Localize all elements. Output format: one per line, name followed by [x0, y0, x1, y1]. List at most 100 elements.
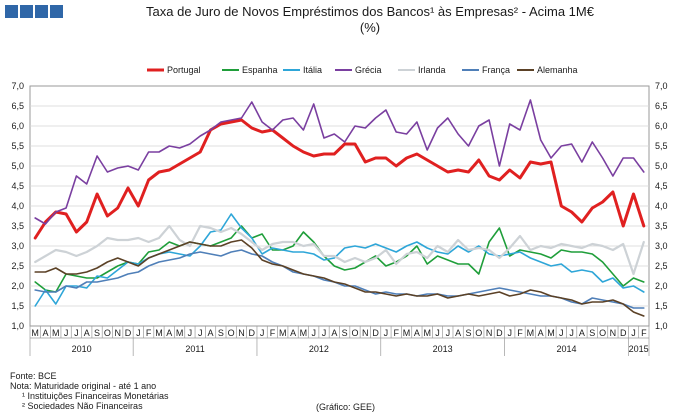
chart-subtitle: (%): [359, 20, 381, 35]
x-month-label: O: [228, 328, 235, 338]
y-tick-label-right: 2,5: [655, 261, 668, 271]
x-year-label: 2012: [309, 344, 329, 354]
series-line-itália: [34, 213, 645, 307]
x-month-label: S: [342, 328, 348, 338]
x-month-label: J: [322, 328, 327, 338]
chart-title-block: Taxa de Juro de Novos Empréstimos dos Ba…: [70, 4, 670, 36]
y-tick-label-right: 2,0: [655, 281, 668, 291]
legend-label-itália: Itália: [303, 65, 322, 75]
y-tick-label-right: 1,5: [655, 301, 668, 311]
logo-block-1: [5, 5, 18, 18]
x-month-label: O: [599, 328, 606, 338]
y-tick-label-right: 5,5: [655, 141, 668, 151]
x-month-label: S: [218, 328, 224, 338]
x-month-label: N: [362, 328, 369, 338]
series-line-alemanha: [34, 239, 645, 317]
legend-label-alemanha: Alemanha: [537, 65, 578, 75]
legend-label-portugal: Portugal: [167, 65, 201, 75]
source-note: Fonte: BCE: [10, 371, 57, 381]
x-month-label: D: [496, 328, 503, 338]
x-month-label: F: [146, 328, 152, 338]
x-month-label: M: [155, 328, 163, 338]
y-tick-label-right: 4,5: [655, 181, 668, 191]
y-tick-label-right: 5,0: [655, 161, 668, 171]
y-tick-label-right: 3,0: [655, 241, 668, 251]
x-month-label: J: [507, 328, 512, 338]
y-tick-label-left: 5,0: [11, 161, 24, 171]
y-tick-label-right: 1,0: [655, 321, 668, 331]
legend-label-frança: França: [482, 65, 510, 75]
chart-credit: (Gráfico: GEE): [316, 402, 376, 412]
series-line-portugal: [33, 118, 646, 240]
x-month-label: A: [166, 328, 172, 338]
x-month-label: M: [176, 328, 184, 338]
x-month-label: J: [631, 328, 636, 338]
legend-label-espanha: Espanha: [242, 65, 278, 75]
y-tick-label-left: 2,5: [11, 261, 24, 271]
x-month-label: M: [300, 328, 308, 338]
y-tick-label-right: 4,0: [655, 201, 668, 211]
x-month-label: O: [475, 328, 482, 338]
x-month-label: J: [198, 328, 203, 338]
y-tick-label-left: 2,0: [11, 281, 24, 291]
x-month-label: O: [104, 328, 111, 338]
x-month-label: A: [579, 328, 585, 338]
x-month-label: A: [208, 328, 214, 338]
x-month-label: F: [393, 328, 399, 338]
x-month-label: S: [589, 328, 595, 338]
x-month-label: J: [74, 328, 79, 338]
footnotes: Fonte: BCE Nota: Maturidade original - a…: [10, 371, 169, 411]
x-month-label: A: [455, 328, 461, 338]
footnote-2: ² Sociedades Não Financeiras: [22, 401, 143, 411]
legend-label-grécia: Grécia: [355, 65, 382, 75]
y-tick-label-left: 1,5: [11, 301, 24, 311]
y-tick-label-right: 6,5: [655, 101, 668, 111]
x-month-label: M: [52, 328, 60, 338]
x-month-label: O: [351, 328, 358, 338]
x-month-label: M: [423, 328, 431, 338]
chart-title: Taxa de Juro de Novos Empréstimos dos Ba…: [146, 4, 594, 19]
y-tick-label-right: 6,0: [655, 121, 668, 131]
x-month-label: J: [435, 328, 440, 338]
x-month-label: M: [403, 328, 411, 338]
x-month-label: A: [331, 328, 337, 338]
x-month-label: S: [94, 328, 100, 338]
y-tick-label-left: 6,5: [11, 101, 24, 111]
y-tick-label-right: 3,5: [655, 221, 668, 231]
y-tick-label-left: 5,5: [11, 141, 24, 151]
x-month-label: N: [486, 328, 493, 338]
x-month-label: J: [311, 328, 316, 338]
series-line-grécia: [34, 99, 645, 225]
series-line-frança: [34, 249, 645, 309]
x-month-label: D: [125, 328, 132, 338]
logo-block-4: [50, 5, 63, 18]
y-tick-label-left: 4,5: [11, 181, 24, 191]
maturity-note: Nota: Maturidade original - até 1 ano: [10, 381, 157, 391]
x-month-label: M: [279, 328, 287, 338]
x-month-label: M: [31, 328, 39, 338]
y-tick-label-left: 3,5: [11, 221, 24, 231]
x-month-label: A: [290, 328, 296, 338]
x-month-label: S: [465, 328, 471, 338]
x-month-label: N: [238, 328, 245, 338]
logo-block-2: [20, 5, 33, 18]
x-month-label: A: [538, 328, 544, 338]
x-month-label: J: [559, 328, 564, 338]
x-month-label: J: [569, 328, 574, 338]
x-year-label: 2011: [185, 344, 204, 354]
x-month-label: F: [517, 328, 523, 338]
x-month-label: J: [260, 328, 265, 338]
x-month-label: F: [641, 328, 647, 338]
x-month-label: D: [372, 328, 379, 338]
logo: [5, 5, 63, 18]
y-tick-label-left: 7,0: [11, 81, 24, 91]
x-month-label: J: [136, 328, 141, 338]
x-year-label: 2010: [72, 344, 92, 354]
x-month-label: A: [84, 328, 90, 338]
x-month-label: M: [547, 328, 555, 338]
y-tick-label-left: 6,0: [11, 121, 24, 131]
footnote-1: ¹ Instituições Financeiras Monetárias: [22, 391, 169, 401]
y-tick-label-left: 3,0: [11, 241, 24, 251]
x-month-label: M: [527, 328, 535, 338]
x-year-label: 2014: [556, 344, 576, 354]
